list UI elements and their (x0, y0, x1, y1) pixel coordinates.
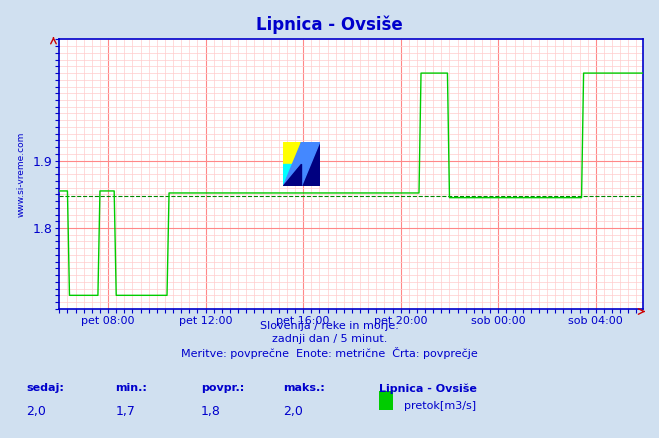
Text: www.si-vreme.com: www.si-vreme.com (17, 131, 26, 217)
Text: pretok[m3/s]: pretok[m3/s] (404, 401, 476, 411)
Polygon shape (283, 142, 302, 164)
Polygon shape (302, 142, 320, 186)
Text: min.:: min.: (115, 383, 147, 393)
Text: 2,0: 2,0 (283, 405, 303, 418)
Text: 1,8: 1,8 (201, 405, 221, 418)
Text: povpr.:: povpr.: (201, 383, 244, 393)
Text: Lipnica - Ovsiše: Lipnica - Ovsiše (256, 15, 403, 34)
Text: 1,7: 1,7 (115, 405, 135, 418)
Text: zadnji dan / 5 minut.: zadnji dan / 5 minut. (272, 334, 387, 344)
Text: 2,0: 2,0 (26, 405, 46, 418)
Text: maks.:: maks.: (283, 383, 325, 393)
Text: sedaj:: sedaj: (26, 383, 64, 393)
Polygon shape (283, 142, 320, 186)
Text: Slovenija / reke in morje.: Slovenija / reke in morje. (260, 321, 399, 331)
Text: Lipnica - Ovsiše: Lipnica - Ovsiše (379, 383, 477, 394)
Polygon shape (283, 164, 302, 186)
Polygon shape (283, 164, 302, 186)
Text: Meritve: povprečne  Enote: metrične  Črta: povprečje: Meritve: povprečne Enote: metrične Črta:… (181, 347, 478, 359)
